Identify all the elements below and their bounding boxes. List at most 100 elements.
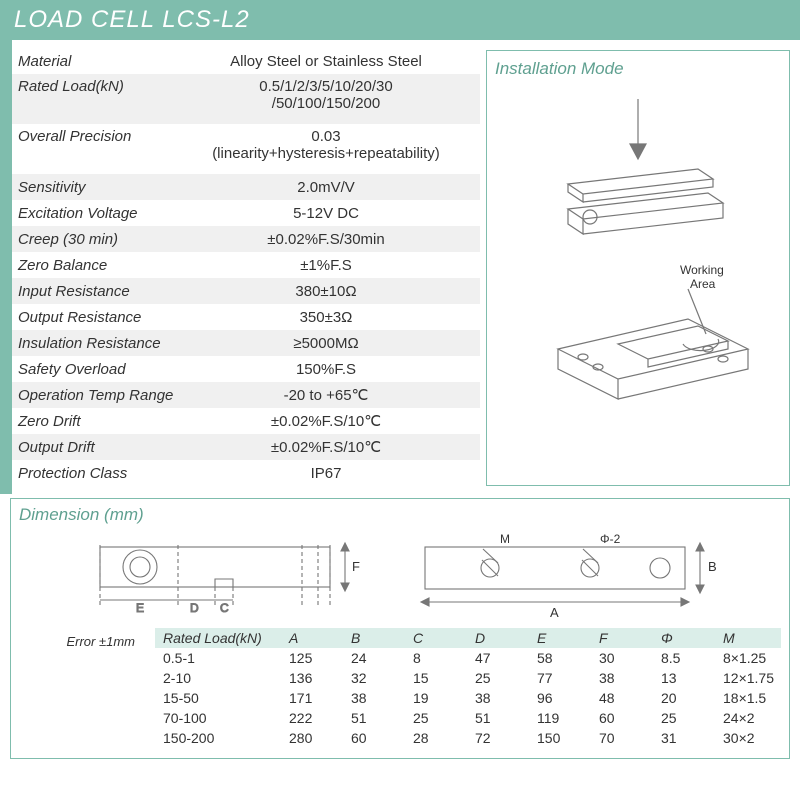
dim-cell: 8×1.25 — [719, 648, 781, 668]
dim-cell: 48 — [595, 688, 657, 708]
svg-text:F: F — [352, 559, 360, 574]
dim-data-row: 0.5-11252484758308.58×1.25 — [155, 648, 781, 668]
spec-value: ±0.02%F.S/10℃ — [182, 438, 480, 456]
spec-table: MaterialAlloy Steel or Stainless SteelRa… — [12, 40, 480, 494]
dim-cell: 25 — [471, 668, 533, 688]
working-area-label: Working — [680, 263, 724, 277]
spec-value: ±0.02%F.S/30min — [182, 231, 480, 248]
dim-col-header: M — [719, 628, 781, 648]
spec-label: Output Resistance — [12, 309, 182, 326]
spec-label: Input Resistance — [12, 283, 182, 300]
svg-text:M: M — [500, 532, 510, 546]
spec-row: Insulation Resistance≥5000MΩ — [12, 330, 480, 356]
dim-cell: 15-50 — [155, 688, 285, 708]
spec-value: 2.0mV/V — [182, 179, 480, 196]
dim-cell: 0.5-1 — [155, 648, 285, 668]
spec-label: Creep (30 min) — [12, 231, 182, 248]
spec-label: Output Drift — [12, 439, 182, 456]
dim-col-header: B — [347, 628, 409, 648]
dim-cell: 70 — [595, 728, 657, 748]
dim-cell: 2-10 — [155, 668, 285, 688]
svg-text:A: A — [550, 605, 559, 620]
error-note: Error ±1mm — [19, 628, 155, 649]
spec-value: ±1%F.S — [182, 257, 480, 274]
spec-label: Zero Balance — [12, 257, 182, 274]
dim-cell: 51 — [471, 708, 533, 728]
spec-value: 150%F.S — [182, 361, 480, 378]
dim-cell: 51 — [347, 708, 409, 728]
spec-label: Sensitivity — [12, 179, 182, 196]
svg-text:D: D — [190, 601, 199, 615]
spec-row: Output Drift±0.02%F.S/10℃ — [12, 434, 480, 460]
svg-text:E: E — [136, 601, 144, 615]
spec-value: 0.5/1/2/3/5/10/20/30/50/100/150/200 — [182, 78, 480, 112]
dim-cell: 24 — [347, 648, 409, 668]
dim-cell: 77 — [533, 668, 595, 688]
dim-cell: 24×2 — [719, 708, 781, 728]
dim-cell: 171 — [285, 688, 347, 708]
dim-data-row: 150-200280602872150703130×2 — [155, 728, 781, 748]
dim-data-row: 70-100222512551119602524×2 — [155, 708, 781, 728]
dim-cell: 125 — [285, 648, 347, 668]
svg-text:Area: Area — [690, 277, 716, 291]
svg-text:B: B — [708, 559, 717, 574]
svg-text:C: C — [220, 601, 229, 615]
dim-cell: 60 — [347, 728, 409, 748]
spec-row: Zero Drift±0.02%F.S/10℃ — [12, 408, 480, 434]
spec-value: ≥5000MΩ — [182, 335, 480, 352]
dim-cell: 119 — [533, 708, 595, 728]
dim-cell: 38 — [347, 688, 409, 708]
dimension-side-view: E D C F — [70, 527, 380, 622]
dim-cell: 12×1.75 — [719, 668, 781, 688]
spec-value: -20 to +65℃ — [182, 386, 480, 404]
dimension-top-view: M Φ-2 A B — [400, 527, 730, 622]
spec-label: Excitation Voltage — [12, 205, 182, 222]
spec-label: Zero Drift — [12, 413, 182, 430]
dim-cell: 38 — [595, 668, 657, 688]
spec-row: Input Resistance380±10Ω — [12, 278, 480, 304]
installation-title: Installation Mode — [495, 59, 781, 79]
dim-cell: 18×1.5 — [719, 688, 781, 708]
spec-row: Excitation Voltage5-12V DC — [12, 200, 480, 226]
dim-cell: 25 — [409, 708, 471, 728]
spec-label: Material — [12, 53, 182, 70]
dim-col-header: Rated Load(kN) — [155, 628, 285, 648]
spec-value: 0.03(linearity+hysteresis+repeatability) — [182, 128, 480, 162]
spec-value: ±0.02%F.S/10℃ — [182, 412, 480, 430]
spec-row: Zero Balance±1%F.S — [12, 252, 480, 278]
dim-data-row: 15-5017138193896482018×1.5 — [155, 688, 781, 708]
page-title-bar: LOAD CELL LCS-L2 — [0, 0, 800, 40]
spec-value: Alloy Steel or Stainless Steel — [182, 53, 480, 70]
dim-cell: 13 — [657, 668, 719, 688]
dim-col-header: A — [285, 628, 347, 648]
dim-cell: 28 — [409, 728, 471, 748]
dim-cell: 96 — [533, 688, 595, 708]
spec-label: Protection Class — [12, 465, 182, 482]
spec-row: Protection ClassIP67 — [12, 460, 480, 486]
title-model: LCS-L2 — [162, 6, 249, 33]
dim-cell: 58 — [533, 648, 595, 668]
dim-col-header: F — [595, 628, 657, 648]
dim-cell: 30 — [595, 648, 657, 668]
spec-value: IP67 — [182, 465, 480, 482]
dim-cell: 32 — [347, 668, 409, 688]
spec-value: 350±3Ω — [182, 309, 480, 326]
spec-row: Creep (30 min)±0.02%F.S/30min — [12, 226, 480, 252]
dim-cell: 20 — [657, 688, 719, 708]
dimension-panel: Dimension (mm) E — [10, 498, 790, 759]
dim-cell: 136 — [285, 668, 347, 688]
dim-col-header: D — [471, 628, 533, 648]
spec-label: Overall Precision — [12, 128, 182, 145]
spec-row: Operation Temp Range-20 to +65℃ — [12, 382, 480, 408]
dim-cell: 280 — [285, 728, 347, 748]
dim-cell: 150 — [533, 728, 595, 748]
installation-diagram: Working Area — [508, 89, 768, 449]
dim-cell: 72 — [471, 728, 533, 748]
spec-row: MaterialAlloy Steel or Stainless Steel — [12, 48, 480, 74]
dim-cell: 25 — [657, 708, 719, 728]
dim-cell: 38 — [471, 688, 533, 708]
dim-col-header: Φ — [657, 628, 719, 648]
title-prefix: LOAD CELL — [14, 6, 155, 33]
dim-cell: 8 — [409, 648, 471, 668]
spec-row: Overall Precision0.03(linearity+hysteres… — [12, 124, 480, 174]
